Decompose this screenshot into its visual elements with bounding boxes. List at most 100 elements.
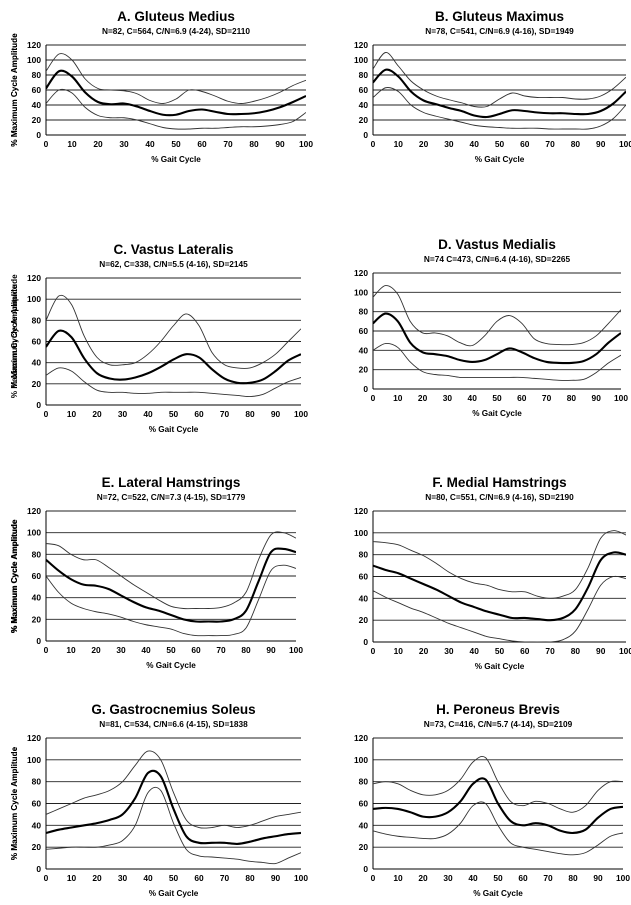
y-axis-label: % Maximum Cycle Amplitude bbox=[10, 519, 19, 633]
y-tick-label: 100 bbox=[354, 55, 368, 65]
y-tick-label: 100 bbox=[354, 755, 368, 765]
y-tick-label: 20 bbox=[359, 365, 369, 375]
chart-title: H. Peroneus Brevis bbox=[436, 702, 560, 717]
series-line-3 bbox=[373, 801, 623, 856]
x-tick-label: 0 bbox=[371, 393, 376, 403]
y-tick-label: 20 bbox=[359, 842, 369, 852]
series-line-2 bbox=[46, 769, 301, 845]
series-line-3 bbox=[373, 343, 621, 381]
x-tick-label: 60 bbox=[517, 393, 527, 403]
y-tick-label: 60 bbox=[359, 572, 369, 582]
x-tick-label: 50 bbox=[169, 873, 179, 883]
chart-title: D. Vastus Medialis bbox=[438, 237, 556, 252]
y-tick-label: 40 bbox=[32, 358, 42, 368]
series-line-3 bbox=[46, 88, 306, 130]
x-tick-label: 0 bbox=[44, 873, 49, 883]
x-tick-label: 90 bbox=[266, 645, 276, 655]
y-tick-label: 40 bbox=[359, 593, 369, 603]
x-tick-label: 0 bbox=[371, 873, 376, 883]
chart-subtitle: N=72, C=522, C/N=7.3 (4-15), SD=1779 bbox=[97, 492, 246, 502]
x-tick-label: 40 bbox=[141, 645, 151, 655]
y-tick-label: 20 bbox=[32, 379, 42, 389]
series-line-1 bbox=[46, 750, 301, 829]
y-tick-label: 0 bbox=[36, 864, 41, 874]
x-tick-label: 0 bbox=[44, 645, 49, 655]
x-tick-label: 90 bbox=[271, 409, 281, 419]
chart-panel-3: C. Vastus Lateralis N=62, C=338, C/N=5.5 … bbox=[10, 242, 308, 434]
y-tick-label: 100 bbox=[27, 755, 41, 765]
x-tick-label: 20 bbox=[91, 645, 101, 655]
chart-title: G. Gastrocnemius Soleus bbox=[91, 702, 255, 717]
x-tick-label: 60 bbox=[194, 409, 204, 419]
x-axis-label: % Gait Cycle bbox=[475, 662, 525, 671]
y-axis-label: % Maximum Cycle Amplitude bbox=[10, 746, 19, 860]
chart-panel-1: A. Gluteus Medius N=82, C=564, C/N=6.9 (4… bbox=[10, 9, 313, 164]
x-tick-label: 30 bbox=[119, 139, 129, 149]
x-tick-label: 80 bbox=[571, 646, 581, 656]
y-axis-label: % Maximum Cycle Amplitude bbox=[10, 33, 19, 147]
x-tick-label: 50 bbox=[171, 139, 181, 149]
x-tick-label: 30 bbox=[443, 393, 453, 403]
x-tick-label: 40 bbox=[470, 646, 480, 656]
series-line-1 bbox=[373, 755, 623, 813]
x-tick-label: 0 bbox=[44, 139, 49, 149]
x-axis-label: % Gait Cycle bbox=[472, 409, 522, 418]
series-line-1 bbox=[373, 530, 626, 599]
series-line-3 bbox=[373, 87, 626, 130]
y-tick-label: 80 bbox=[32, 70, 42, 80]
x-tick-label: 70 bbox=[543, 873, 553, 883]
y-tick-label: 40 bbox=[32, 593, 42, 603]
chart-subtitle: N=62, C=338, C/N=5.5 (4-16), SD=2145 bbox=[99, 259, 248, 269]
chart-subtitle: N=73, C=416, C/N=5.7 (4-14), SD=2109 bbox=[424, 719, 573, 729]
y-tick-label: 120 bbox=[354, 506, 368, 516]
x-axis-label: % Gait Cycle bbox=[146, 661, 196, 670]
y-tick-label: 20 bbox=[32, 115, 42, 125]
x-tick-label: 100 bbox=[619, 646, 631, 656]
x-tick-label: 20 bbox=[92, 409, 102, 419]
y-tick-label: 0 bbox=[36, 636, 41, 646]
y-tick-label: 120 bbox=[354, 40, 368, 50]
chart-title: A. Gluteus Medius bbox=[117, 9, 235, 24]
x-tick-label: 90 bbox=[593, 873, 603, 883]
x-tick-label: 30 bbox=[118, 409, 128, 419]
y-tick-label: 60 bbox=[359, 85, 369, 95]
x-tick-label: 70 bbox=[223, 139, 233, 149]
y-tick-label: 60 bbox=[32, 799, 42, 809]
x-axis-label: % Gait Cycle bbox=[473, 889, 523, 898]
y-tick-label: 20 bbox=[32, 842, 42, 852]
x-tick-label: 20 bbox=[93, 139, 103, 149]
x-tick-label: 0 bbox=[371, 139, 376, 149]
series-line-3 bbox=[46, 367, 301, 398]
y-tick-label: 80 bbox=[359, 550, 369, 560]
x-tick-label: 100 bbox=[616, 873, 630, 883]
x-tick-label: 20 bbox=[418, 873, 428, 883]
x-axis-label: % Gait Cycle bbox=[149, 889, 199, 898]
y-tick-label: 0 bbox=[36, 130, 41, 140]
y-tick-label: 100 bbox=[354, 528, 368, 538]
y-tick-label: 0 bbox=[363, 864, 368, 874]
y-tick-label: 100 bbox=[27, 294, 41, 304]
x-tick-label: 70 bbox=[220, 409, 230, 419]
x-tick-label: 30 bbox=[116, 645, 126, 655]
x-tick-label: 90 bbox=[275, 139, 285, 149]
chart-panel-5: E. Lateral Hamstrings N=72, C=522, C/N=7.… bbox=[10, 475, 303, 670]
x-tick-label: 50 bbox=[495, 646, 505, 656]
series-line-2 bbox=[373, 777, 623, 835]
chart-title: F. Medial Hamstrings bbox=[432, 475, 566, 490]
x-tick-label: 70 bbox=[542, 393, 552, 403]
x-tick-label: 70 bbox=[220, 873, 230, 883]
x-tick-label: 100 bbox=[614, 393, 628, 403]
x-tick-label: 50 bbox=[166, 645, 176, 655]
y-tick-label: 40 bbox=[359, 345, 369, 355]
y-tick-label: 0 bbox=[363, 384, 368, 394]
series-line-1 bbox=[46, 531, 296, 610]
x-tick-label: 30 bbox=[444, 646, 454, 656]
y-tick-label: 80 bbox=[32, 549, 42, 559]
chart-subtitle: N=82, C=564, C/N=6.9 (4-24), SD=2110 bbox=[102, 26, 250, 36]
series-line-1 bbox=[373, 52, 626, 108]
y-tick-label: 80 bbox=[32, 777, 42, 787]
x-tick-label: 80 bbox=[571, 139, 581, 149]
y-tick-label: 80 bbox=[359, 307, 369, 317]
y-tick-label: 100 bbox=[27, 528, 41, 538]
y-tick-label: 80 bbox=[359, 70, 369, 80]
